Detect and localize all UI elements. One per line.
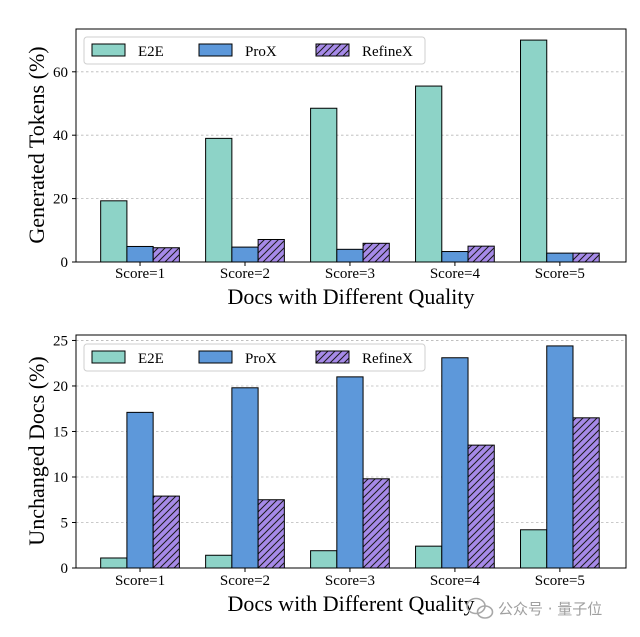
x-tick-label: Score=4 — [430, 573, 481, 589]
watermark: 公众号 · 量子位 — [466, 597, 602, 619]
legend-label-e2e: E2E — [138, 351, 164, 367]
bar-refinex-score-3 — [362, 242, 390, 263]
bar-refinex-score-1 — [152, 495, 180, 569]
x-tick-label: Score=1 — [115, 266, 165, 282]
bar-e2e-score-3 — [310, 550, 338, 569]
legend: E2E ProX RefineX — [83, 36, 426, 65]
x-tick-label: Score=3 — [325, 266, 375, 282]
x-tick-label: Score=4 — [430, 266, 481, 282]
bar-prox-score-1 — [126, 411, 154, 569]
bars — [100, 345, 600, 569]
legend-swatch-refinex — [315, 43, 350, 57]
legend-swatch-prox — [198, 43, 233, 57]
bar-e2e-score-2 — [205, 554, 233, 569]
legend: E2E ProX RefineX — [83, 343, 426, 372]
y-tick-label: 60 — [53, 65, 68, 81]
legend-swatch-prox — [198, 350, 233, 364]
bar-prox-score-3 — [336, 248, 364, 263]
bar-prox-score-4 — [441, 357, 469, 569]
bar-prox-score-3 — [336, 376, 364, 569]
legend-swatch-e2e — [91, 350, 126, 364]
x-axis-label: Docs with Different Quality — [227, 284, 474, 309]
bar-e2e-score-1 — [100, 200, 128, 263]
y-tick-label: 10 — [53, 470, 68, 486]
axes-frame — [75, 28, 627, 263]
x-tick-label: Score=5 — [535, 573, 585, 589]
y-tick-label: 0 — [61, 255, 69, 271]
legend-swatch-e2e — [91, 43, 126, 57]
bar-e2e-score-1 — [100, 557, 128, 569]
x-tick-label: Score=3 — [325, 573, 375, 589]
y-tick-label: 5 — [61, 515, 69, 531]
x-tick-label: Score=5 — [535, 266, 585, 282]
bar-e2e-score-4 — [415, 85, 443, 263]
bar-refinex-score-4 — [467, 245, 495, 263]
y-tick-label: 15 — [53, 424, 68, 440]
bar-prox-score-2 — [231, 246, 259, 263]
bar-refinex-score-2 — [257, 499, 285, 569]
bar-prox-score-1 — [126, 245, 154, 263]
legend-swatch-refinex — [315, 350, 350, 364]
bar-e2e-score-2 — [205, 137, 233, 263]
bar-e2e-score-5 — [520, 529, 548, 569]
bar-prox-score-2 — [231, 387, 259, 569]
x-tick-label: Score=1 — [115, 573, 165, 589]
y-tick-label: 0 — [61, 561, 69, 577]
bar-refinex-score-2 — [257, 238, 285, 263]
y-axis-label: Generated Tokens (%) — [24, 46, 49, 243]
bar-refinex-score-1 — [152, 247, 180, 263]
bar-prox-score-4 — [441, 251, 469, 263]
bar-refinex-score-4 — [467, 444, 495, 569]
legend-label-e2e: E2E — [138, 44, 164, 60]
bar-e2e-score-3 — [310, 107, 338, 263]
legend-label-prox: ProX — [245, 351, 277, 367]
x-axis: Score=1 Score=2 Score=3 Score=4 Score=5 — [115, 262, 585, 282]
wechat-icon — [466, 597, 494, 619]
legend-label-prox: ProX — [245, 44, 277, 60]
x-tick-label: Score=2 — [220, 573, 270, 589]
bar-refinex-score-5 — [572, 417, 600, 569]
y-tick-label: 20 — [53, 379, 68, 395]
bar-refinex-score-3 — [362, 478, 390, 569]
x-axis-label: Docs with Different Quality — [227, 591, 474, 616]
y-tick-label: 40 — [53, 128, 68, 144]
y-axis-label: Unchanged Docs (%) — [24, 356, 49, 545]
y-tick-label: 25 — [53, 333, 68, 349]
x-axis: Score=1 Score=2 Score=3 Score=4 Score=5 — [115, 568, 585, 589]
bar-e2e-score-5 — [520, 39, 548, 263]
legend-label-refinex: RefineX — [362, 351, 413, 367]
bar-e2e-score-4 — [415, 545, 443, 569]
watermark-text: 公众号 · 量子位 — [498, 600, 602, 618]
bar-prox-score-5 — [546, 345, 574, 569]
bar-prox-score-5 — [546, 252, 574, 263]
y-axis: 0 20 40 60 — [53, 65, 76, 271]
legend-label-refinex: RefineX — [362, 44, 413, 60]
x-tick-label: Score=2 — [220, 266, 270, 282]
y-tick-label: 20 — [53, 192, 68, 208]
axes-frame — [75, 334, 627, 569]
bar-refinex-score-5 — [572, 252, 600, 263]
y-axis: 0 5 10 15 20 25 — [53, 333, 76, 577]
